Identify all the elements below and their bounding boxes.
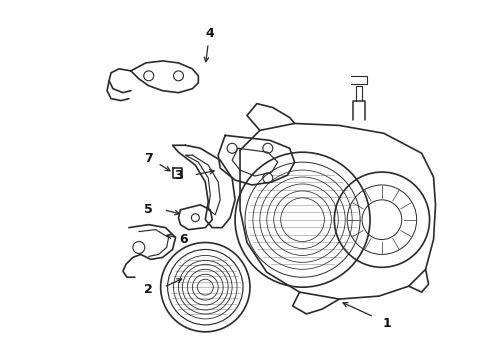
Text: 6: 6 — [179, 233, 187, 246]
Text: 1: 1 — [382, 318, 390, 330]
Text: 2: 2 — [144, 283, 153, 296]
Text: 4: 4 — [205, 27, 214, 40]
Text: 7: 7 — [144, 152, 153, 165]
Text: 3: 3 — [174, 168, 183, 181]
Text: 5: 5 — [144, 203, 153, 216]
